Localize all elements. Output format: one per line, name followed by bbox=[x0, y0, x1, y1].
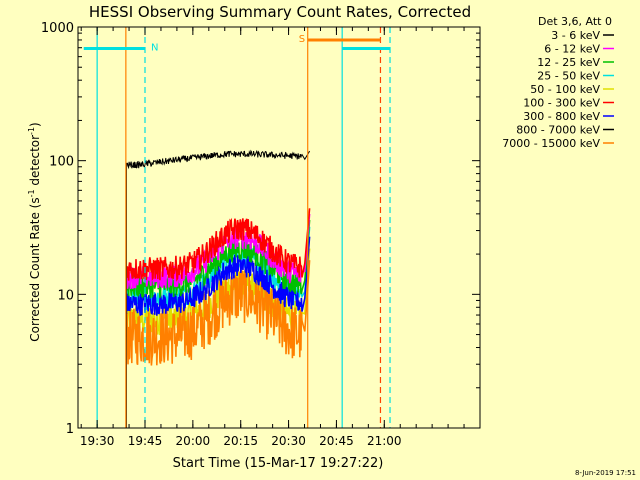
legend-label: 6 - 12 keV bbox=[544, 43, 600, 56]
legend-label: 300 - 800 keV bbox=[523, 110, 600, 123]
x-tick-label: 19:45 bbox=[128, 434, 163, 448]
observing-bar-label: S bbox=[299, 34, 305, 45]
y-tick-label: 100 bbox=[49, 155, 74, 170]
chart-title: HESSI Observing Summary Count Rates, Cor… bbox=[89, 3, 471, 21]
series-line bbox=[125, 236, 311, 316]
x-axis-label: Start Time (15-Mar-17 19:27:22) bbox=[173, 456, 384, 471]
y-tick-label: 1000 bbox=[41, 21, 74, 36]
x-tick-label: 20:45 bbox=[319, 434, 354, 448]
legend-label: 50 - 100 keV bbox=[530, 83, 600, 96]
legend-label: 25 - 50 keV bbox=[537, 70, 600, 83]
plot-frame bbox=[77, 26, 481, 429]
x-tick-label: 20:15 bbox=[223, 434, 258, 448]
y-axis-label: Corrected Count Rate (s-1 detector-1) bbox=[27, 122, 42, 341]
series-layer bbox=[125, 149, 311, 428]
legend-label: 100 - 300 keV bbox=[523, 97, 600, 110]
series-line bbox=[125, 208, 311, 282]
legend-label: 800 - 7000 keV bbox=[516, 124, 600, 137]
x-tick-label: 21:00 bbox=[367, 434, 402, 448]
x-tick-label: 20:00 bbox=[176, 434, 211, 448]
marker-layer bbox=[96, 27, 391, 428]
footer-date: 8-Jun-2019 17:51 bbox=[575, 469, 636, 477]
legend-header: Det 3,6, Att 0 bbox=[538, 15, 612, 28]
x-tick-label: 20:30 bbox=[271, 434, 306, 448]
series-line bbox=[125, 260, 311, 366]
y-tick-label: 1 bbox=[66, 422, 74, 437]
observing-bar-label: N bbox=[151, 43, 158, 54]
x-tick-label: 19:30 bbox=[80, 434, 115, 448]
y-tick-label: 10 bbox=[57, 288, 74, 303]
series-line bbox=[125, 149, 311, 170]
legend-label: 12 - 25 keV bbox=[537, 56, 600, 69]
axes: 19:30 19:45 20:00 20:15 20:30 20:45 21:00 1 10 10… bbox=[41, 21, 481, 448]
legend-label: 7000 - 15000 keV bbox=[502, 137, 600, 150]
observing-bars: NS bbox=[83, 34, 391, 54]
legend-label: 3 - 6 keV bbox=[551, 29, 600, 42]
